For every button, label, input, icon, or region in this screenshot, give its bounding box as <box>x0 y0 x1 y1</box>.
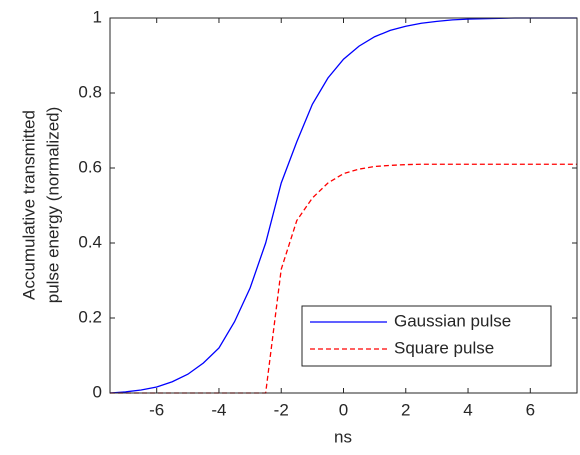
y-axis-label: Accumulative transmitted <box>19 110 38 300</box>
x-tick-label: 0 <box>339 400 348 419</box>
y-tick-label: 0.6 <box>78 157 102 176</box>
y-axis-label: pulse energy (normalized) <box>43 107 62 304</box>
y-tick-label: 0.8 <box>78 82 102 101</box>
x-tick-label: 2 <box>401 400 410 419</box>
legend-label: Square pulse <box>394 338 494 357</box>
x-tick-label: -2 <box>274 400 289 419</box>
legend-box <box>301 305 552 367</box>
x-tick-label: 6 <box>526 400 535 419</box>
y-tick-label: 1 <box>93 7 102 26</box>
y-tick-label: 0.4 <box>78 232 102 251</box>
legend-label: Gaussian pulse <box>394 311 511 330</box>
data-line <box>110 163 577 394</box>
x-tick-label: 4 <box>463 400 472 419</box>
plot-frame <box>109 17 578 394</box>
y-tick-label: 0 <box>93 382 102 401</box>
x-axis-label: ns <box>334 427 352 446</box>
y-tick-label: 0.2 <box>78 307 102 326</box>
x-tick-label: -4 <box>211 400 226 419</box>
x-tick-label: -6 <box>149 400 164 419</box>
